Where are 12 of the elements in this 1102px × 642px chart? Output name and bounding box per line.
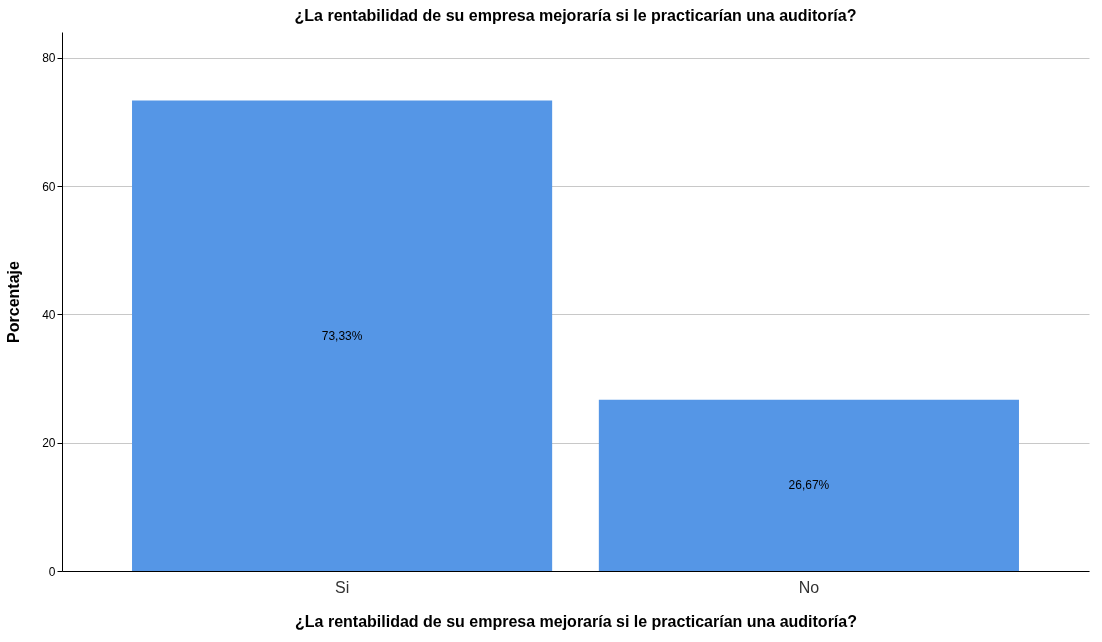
y-tick-label: 80	[42, 51, 56, 66]
y-tick-label: 60	[42, 179, 56, 194]
data-label: 73,33%	[321, 328, 363, 343]
y-tick-label: 40	[42, 307, 56, 322]
y-tick-label: 20	[42, 436, 56, 451]
y-axis-title: Porcentaje	[5, 260, 23, 343]
x-tick-label: No	[798, 578, 820, 596]
data-label: 26,67%	[788, 478, 830, 493]
x-tick-label: Si	[334, 578, 350, 596]
x-axis-title: ¿La rentabilidad de su empresa mejoraría si le practicarían una auditoría?	[295, 612, 857, 630]
chart-title: ¿La rentabilidad de su empresa mejoraría si le practicarían una auditoría?	[294, 7, 857, 24]
y-tick-label: 0	[48, 564, 56, 579]
